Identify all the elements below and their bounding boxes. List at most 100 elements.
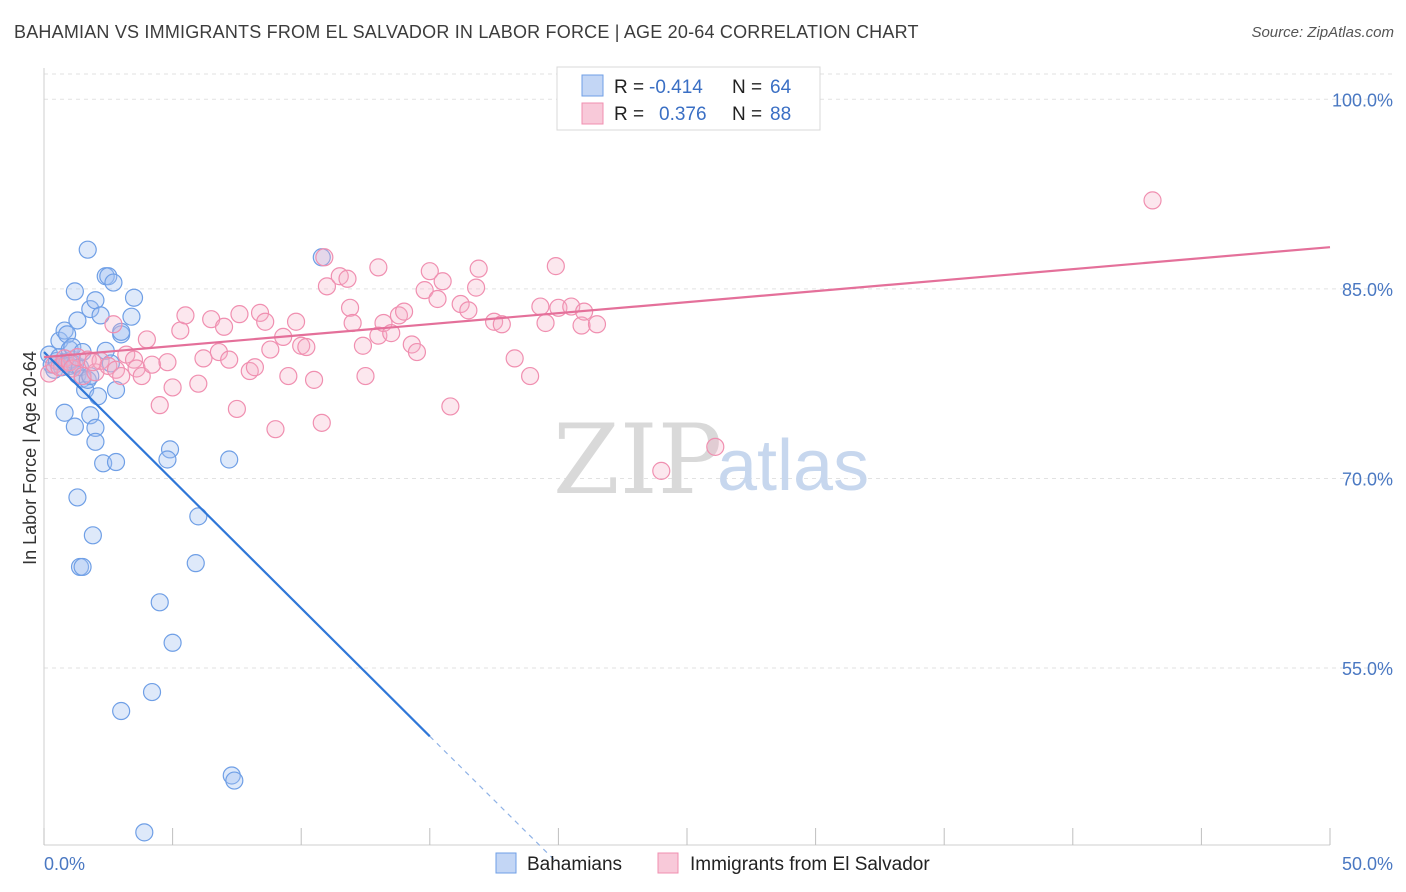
data-point: [68, 488, 87, 507]
data-point: [433, 272, 452, 291]
data-point: [572, 316, 591, 335]
y-axis-label: In Labor Force | Age 20-64: [20, 351, 40, 565]
data-point: [135, 823, 154, 842]
data-point: [214, 317, 234, 336]
data-point: [78, 240, 97, 259]
series-el-salvador: [40, 191, 1162, 480]
data-point: [420, 262, 439, 281]
data-point: [112, 322, 131, 341]
x-tick-min: 0.0%: [44, 854, 85, 874]
data-point: [55, 403, 74, 422]
data-point: [132, 366, 151, 386]
data-point: [81, 299, 100, 319]
data-point: [459, 301, 478, 320]
data-point: [261, 340, 280, 359]
data-point: [521, 366, 540, 386]
watermark-atlas: atlas: [717, 426, 869, 506]
data-point: [73, 557, 92, 577]
data-point: [338, 269, 357, 288]
legend-swatch-bahamians: [581, 74, 604, 97]
data-point: [356, 366, 375, 386]
data-point: [466, 278, 486, 297]
data-point: [227, 399, 246, 419]
data-point: [112, 366, 131, 386]
data-point: [279, 366, 298, 386]
data-point: [225, 771, 244, 790]
data-point: [315, 248, 334, 267]
data-point: [394, 302, 414, 321]
legend-r-label-2: R =: [614, 104, 644, 125]
data-point: [304, 370, 324, 389]
data-point: [171, 321, 190, 340]
data-point: [137, 330, 156, 349]
bottom-legend-label-el-salvador: Immigrants from El Salvador: [690, 854, 930, 875]
data-point: [122, 307, 141, 326]
data-point: [186, 554, 205, 573]
data-point: [531, 297, 550, 316]
data-point: [546, 257, 565, 276]
data-point: [124, 288, 144, 307]
data-point: [104, 273, 123, 292]
data-point: [353, 336, 373, 355]
trend-line-el-salvador: [43, 246, 1331, 359]
data-point: [340, 298, 360, 317]
data-point: [86, 291, 105, 310]
data-point: [317, 277, 337, 296]
data-point: [150, 593, 169, 612]
data-point: [469, 259, 488, 278]
data-point: [163, 378, 182, 397]
data-point: [65, 282, 84, 301]
legend-n-value-2: 88: [770, 104, 791, 125]
y-tick-label: 55.0%: [1342, 659, 1393, 679]
data-point: [104, 315, 123, 334]
data-point: [312, 413, 331, 432]
data-point: [63, 359, 82, 378]
legend-r-value-2: 0.376: [659, 104, 707, 125]
data-point: [222, 766, 241, 785]
data-point: [194, 349, 213, 368]
data-point: [245, 358, 265, 377]
data-point: [369, 258, 388, 277]
data-point: [142, 682, 162, 702]
data-point: [230, 305, 249, 324]
bottom-legend-swatch-el-salvador: [657, 852, 679, 874]
watermark-zip: ZIP: [553, 404, 722, 516]
data-point: [706, 437, 725, 456]
data-point: [256, 312, 275, 331]
data-point: [652, 461, 671, 480]
bottom-legend: Bahamians Immigrants from El Salvador: [495, 852, 930, 875]
data-point: [1143, 191, 1162, 210]
data-point: [407, 342, 427, 362]
data-point: [441, 397, 460, 416]
chart-title: BAHAMIAN VS IMMIGRANTS FROM EL SALVADOR …: [14, 22, 919, 42]
data-point: [189, 507, 208, 526]
data-point: [209, 342, 228, 362]
data-point: [83, 526, 102, 545]
y-tick-label: 100.0%: [1332, 90, 1393, 110]
legend-swatch-el-salvador: [581, 102, 604, 125]
bottom-legend-label-bahamians: Bahamians: [527, 854, 622, 875]
legend-n-value-1: 64: [770, 77, 792, 98]
data-point: [220, 350, 239, 369]
data-point: [505, 349, 524, 368]
data-point: [297, 337, 316, 357]
trend-extension-bahamians: [429, 735, 559, 865]
legend-n-label-2: N =: [732, 104, 762, 125]
data-point: [88, 387, 108, 406]
data-point: [492, 315, 511, 334]
source-label: Source: ZipAtlas.com: [1251, 24, 1394, 41]
data-point: [343, 313, 362, 333]
data-point: [112, 701, 131, 721]
data-point: [286, 312, 306, 331]
data-point: [266, 420, 285, 439]
data-point: [83, 353, 102, 372]
axes: [43, 68, 1331, 846]
data-point: [68, 311, 87, 330]
data-point: [142, 355, 162, 374]
legend-n-label-1: N =: [732, 77, 762, 98]
data-point: [158, 450, 177, 469]
data-point: [65, 417, 84, 436]
legend-r-value-1: -0.414: [649, 77, 703, 98]
legend-r-label-1: R =: [614, 77, 644, 98]
data-point: [150, 396, 169, 415]
